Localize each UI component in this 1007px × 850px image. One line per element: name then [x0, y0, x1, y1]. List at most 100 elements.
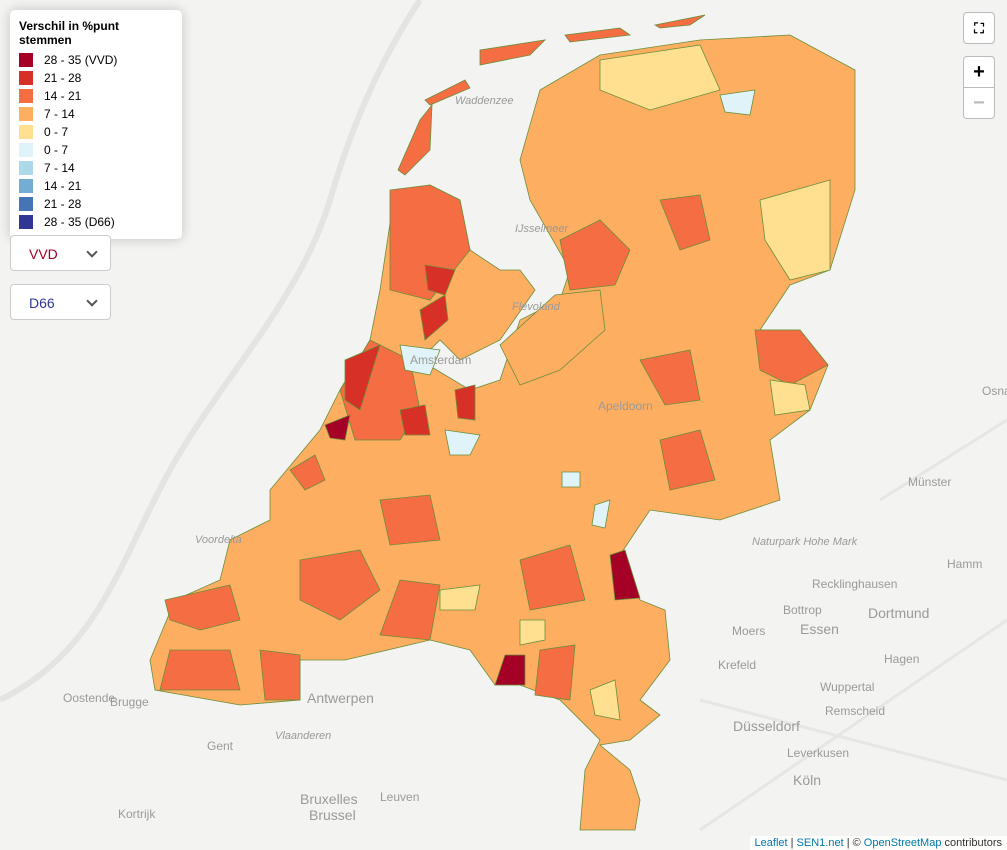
- region: [399, 384, 476, 436]
- zoom-in[interactable]: +: [963, 56, 995, 88]
- region: [599, 44, 721, 111]
- road: [699, 418, 1007, 832]
- legend-swatch: [19, 53, 33, 67]
- region: [379, 544, 586, 701]
- place-label: Moers: [732, 624, 765, 638]
- legend-label: 21 - 28: [44, 71, 82, 85]
- region: [344, 344, 381, 411]
- legend-item: 7 - 14: [19, 105, 173, 123]
- place-label: IJsselmeer: [515, 223, 570, 235]
- legend-label: 7 - 14: [44, 161, 75, 175]
- attribution-text: | ©: [846, 837, 861, 849]
- party-select[interactable]: VVD: [10, 235, 111, 271]
- place-label: Hagen: [884, 652, 919, 666]
- legend-swatch: [19, 107, 33, 121]
- party-select[interactable]: D66: [10, 284, 111, 320]
- legend-title: Verschil in %punt stemmen: [19, 19, 120, 47]
- legend-item: 28 - 35 (VVD): [19, 51, 173, 69]
- place-label: Brussel: [309, 807, 356, 823]
- legend-swatch: [19, 215, 33, 229]
- place-label: Köln: [793, 772, 821, 788]
- region: [659, 329, 829, 491]
- region: [289, 349, 701, 491]
- place-label: Düsseldorf: [733, 718, 800, 734]
- place-label: Leverkusen: [787, 746, 849, 760]
- attribution-link[interactable]: SEN1.net: [796, 837, 844, 849]
- place-label: Hamm: [947, 557, 982, 571]
- region: [439, 379, 811, 721]
- fullscreen-button[interactable]: ⛶: [963, 12, 995, 44]
- island: [397, 14, 706, 176]
- place-label: Osna: [982, 384, 1007, 398]
- place-label: Brugge: [110, 695, 149, 709]
- place-label: Recklinghausen: [812, 577, 897, 591]
- island: [164, 584, 241, 631]
- place-label: Flevoland: [512, 301, 561, 313]
- legend-item: 21 - 28: [19, 69, 173, 87]
- place-label: Oostende: [63, 691, 115, 705]
- legend-swatch: [19, 161, 33, 175]
- place-label: Voordelta: [195, 534, 242, 546]
- zoom-out[interactable]: −: [963, 87, 995, 119]
- place-label: Waddenzee: [455, 95, 514, 107]
- legend-swatch: [19, 89, 33, 103]
- legend-item: 0 - 7: [19, 141, 173, 159]
- coast-line: [0, 0, 423, 703]
- region: [399, 344, 441, 376]
- place-label: Gent: [207, 739, 234, 753]
- place-label: Naturpark Hohe Mark: [752, 536, 858, 548]
- region: [759, 179, 831, 281]
- legend-swatch: [19, 197, 33, 211]
- region: [444, 429, 611, 529]
- place-label: Vlaanderen: [275, 730, 331, 742]
- attribution-text: |: [790, 837, 794, 849]
- place-label: Remscheid: [825, 704, 885, 718]
- attribution-link[interactable]: OpenStreetMap: [863, 837, 942, 849]
- legend-label: 0 - 7: [44, 125, 69, 139]
- legend-label: 28 - 35 (D66): [44, 215, 115, 229]
- place-label: Krefeld: [718, 658, 756, 672]
- legend-swatch: [19, 71, 33, 85]
- region: [659, 194, 711, 251]
- legend-items: 28 - 35 (VVD) 21 - 28 14 - 21 7 - 14 0 - 7 0 …: [19, 51, 173, 231]
- legend-swatch: [19, 179, 33, 193]
- legend-label: 28 - 35 (VVD): [44, 53, 118, 67]
- attribution-text: contributors: [944, 837, 1002, 849]
- place-label: Essen: [800, 621, 839, 637]
- place-label: Antwerpen: [307, 690, 374, 706]
- place-label: Amsterdam: [410, 353, 471, 367]
- region: [559, 219, 631, 291]
- legend-label: 0 - 7: [44, 143, 69, 157]
- legend-item: 0 - 7: [19, 123, 173, 141]
- place-label: Leuven: [380, 790, 419, 804]
- region: [719, 89, 756, 116]
- legend-label: 14 - 21: [44, 179, 82, 193]
- municipalities: [149, 14, 856, 831]
- flevoland: [499, 289, 606, 386]
- legend-label: 7 - 14: [44, 107, 75, 121]
- place-label: Wuppertal: [820, 680, 874, 694]
- place-label: Bottrop: [783, 603, 822, 617]
- region: [159, 494, 441, 701]
- place-label: Bruxelles: [300, 791, 358, 807]
- place-label: Kortrijk: [118, 807, 156, 821]
- region: [419, 264, 456, 341]
- legend-item: 14 - 21: [19, 177, 173, 195]
- legend-swatch: [19, 125, 33, 139]
- place-label: Apeldoorn: [598, 399, 653, 413]
- legend: Verschil in %punt stemmen 28 - 35 (VVD) 2…: [10, 10, 182, 239]
- place-label: Dortmund: [868, 605, 929, 621]
- attribution: Leaflet | SEN1.net | © OpenStreetMap con…: [749, 836, 1007, 850]
- legend-item: 7 - 14: [19, 159, 173, 177]
- legend-item: 21 - 28: [19, 195, 173, 213]
- country-shape: [149, 34, 856, 831]
- legend-swatch: [19, 143, 33, 157]
- legend-item: 14 - 21: [19, 87, 173, 105]
- legend-label: 21 - 28: [44, 197, 82, 211]
- legend-item: 28 - 35 (D66): [19, 213, 173, 231]
- attribution-link[interactable]: Leaflet: [754, 837, 788, 849]
- place-label: Münster: [908, 475, 951, 489]
- legend-label: 14 - 21: [44, 89, 82, 103]
